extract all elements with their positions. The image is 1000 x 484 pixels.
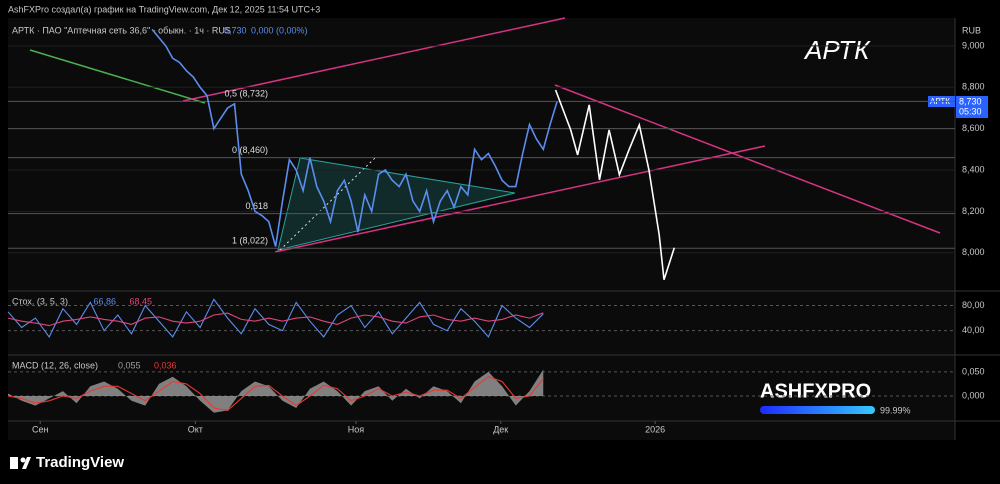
y-tick-label: 8,400 [962,164,985,174]
pane-title: MACD (12, 26, close) [12,360,98,370]
series-line [151,28,558,247]
price-tag-timer: 05:30 [959,106,982,116]
logo [22,457,31,469]
trend-line [29,49,206,104]
y-tick-label: 8,600 [962,123,985,133]
big-ticker: АРТК [803,35,871,65]
x-tick-label: Окт [188,424,203,434]
triangle-pattern [277,157,516,251]
brand-percent: 99.99% [880,405,911,415]
x-tick-label: Сен [32,424,49,434]
y-tick-label: 40,00 [962,325,985,335]
x-tick-label: Ноя [348,424,365,434]
brand-bar [760,406,875,414]
y-tick-label: 8,000 [962,247,985,257]
fib-label: 0,5 (8,732) [224,89,268,99]
y-tick-label: 8,800 [962,82,985,92]
price-tag [956,96,988,118]
logo [20,457,26,463]
pane-title: Стох. (3, 5, 3) [12,296,68,306]
y-tick-label: 8,200 [962,206,985,216]
symbol: АРТК · ПАО "Аптечная сеть 36,6" - обыкн.… [12,25,231,35]
fib-label: 0,618 [245,201,268,211]
macd-area [8,369,544,413]
x-tick-label: 2026 [645,424,665,434]
attribution: AshFXPro создал(а) график на TradingView… [8,4,320,14]
logo [10,457,18,469]
price-tag-price: 8,730 [959,96,982,106]
series-line [7,298,544,338]
series-line [7,312,544,327]
x-tick-label: Дек [493,424,508,434]
chart-area [8,18,955,440]
fib-label: 1 (8,022) [232,236,268,246]
footer-brand: TradingView [36,454,124,471]
y-tick-label: 0,050 [962,366,985,376]
last-price: 8,730 [224,25,247,35]
currency[interactable]: RUB [962,25,981,35]
brand: ASHFXPRO [760,380,871,402]
legend-value: 0,036 [154,360,177,370]
trend-line [554,84,941,234]
fib-label: 0 (8,460) [232,145,268,155]
series-line [7,376,544,411]
trend-line [274,145,766,253]
legend-value: 66,86 [94,296,117,306]
y-tick-label: 9,000 [962,40,985,50]
dotted-line [279,157,376,251]
legend-value: 0,055 [118,360,141,370]
series-line [554,89,676,280]
legend-value: 68,45 [130,296,153,306]
y-tick-label: 80,00 [962,300,985,310]
y-tick-label: 0,000 [962,390,985,400]
change: 0,000 (0,00%) [251,25,308,35]
